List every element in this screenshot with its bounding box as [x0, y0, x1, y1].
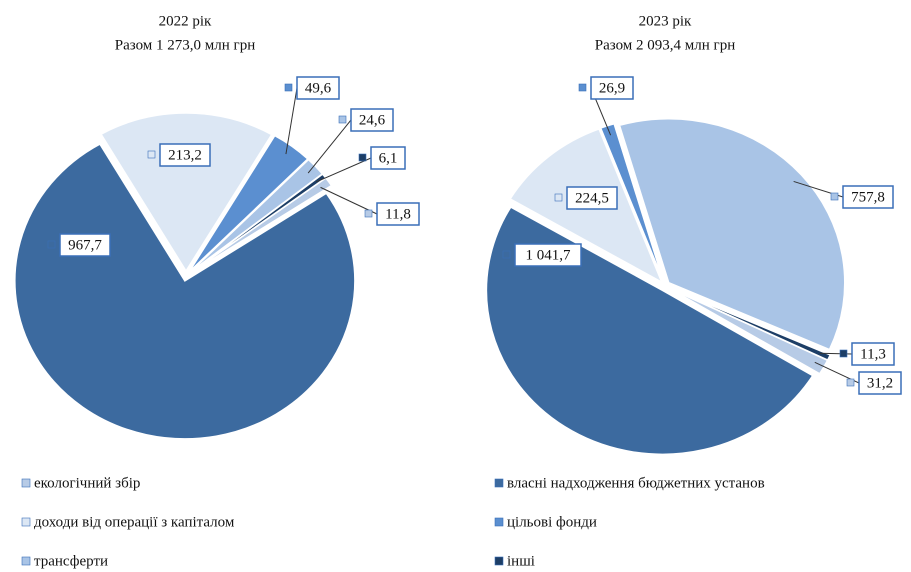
label-swatch — [284, 83, 293, 92]
data-label: 1 041,7 — [526, 247, 572, 263]
leader-line — [320, 186, 378, 215]
legend-label: трансферти — [34, 553, 108, 569]
pie-slice — [485, 206, 814, 455]
chart-subtitle: Разом 2 093,4 млн грн — [595, 37, 735, 53]
label-box — [350, 108, 394, 132]
chart-title: 2022 рік — [159, 13, 212, 29]
pie-slice — [14, 143, 356, 440]
label-swatch — [364, 209, 373, 218]
label-swatch — [846, 378, 855, 387]
label-box — [566, 186, 618, 210]
data-label: 967,7 — [68, 237, 102, 253]
label-box — [858, 371, 902, 395]
label-swatch — [578, 83, 587, 92]
data-label: 757,8 — [851, 189, 885, 205]
pie-slice — [618, 118, 846, 351]
label-swatch — [554, 193, 563, 202]
legend-label: інші — [507, 553, 535, 569]
label-swatch — [47, 240, 56, 249]
label-swatch — [830, 192, 839, 201]
pie-slice — [669, 287, 832, 361]
legend-label: власні надходження бюджетних установ — [507, 475, 765, 491]
legend-swatch — [494, 556, 504, 566]
label-box — [851, 342, 895, 366]
legend-label: цільові фонди — [507, 514, 597, 530]
label-box — [376, 202, 420, 226]
data-label: 224,5 — [575, 190, 609, 206]
data-label: 213,2 — [168, 147, 202, 163]
legend-swatch — [21, 556, 31, 566]
label-swatch — [358, 153, 367, 162]
pie-slice — [188, 134, 309, 273]
label-box — [842, 185, 894, 209]
legend-swatch — [494, 478, 504, 488]
legend-swatch — [494, 517, 504, 527]
data-label: 24,6 — [359, 112, 386, 128]
label-swatch — [338, 115, 347, 124]
legend-swatch — [21, 517, 31, 527]
data-label: 26,9 — [599, 80, 625, 96]
data-label: 49,6 — [305, 80, 332, 96]
label-box — [590, 76, 634, 100]
data-label: 31,2 — [867, 375, 893, 391]
legend-label: доходи від операції з капіталом — [34, 514, 235, 530]
chart-subtitle: Разом 1 273,0 млн грн — [115, 37, 255, 53]
label-box — [370, 146, 406, 170]
label-box — [159, 143, 211, 167]
label-swatch — [147, 150, 156, 159]
label-swatch — [502, 250, 511, 259]
pie-slice — [599, 122, 665, 282]
data-label: 6,1 — [379, 150, 398, 166]
data-label: 11,8 — [385, 206, 411, 222]
label-box — [59, 233, 111, 257]
legend-swatch — [21, 478, 31, 488]
label-box — [514, 243, 582, 267]
leader-line — [285, 87, 298, 155]
label-box — [296, 76, 340, 100]
legend-label: екологічний збір — [34, 475, 140, 491]
label-swatch — [839, 349, 848, 358]
data-label: 11,3 — [860, 346, 886, 362]
chart-title: 2023 рік — [639, 13, 692, 29]
leader-line — [315, 157, 372, 183]
pie-slice — [99, 112, 273, 273]
leader-line — [307, 119, 352, 174]
